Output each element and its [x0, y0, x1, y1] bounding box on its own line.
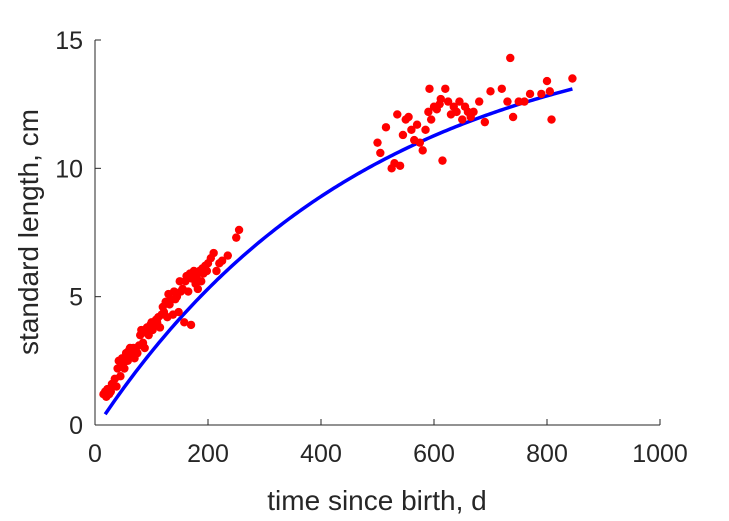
data-point	[475, 97, 484, 106]
x-tick-label: 600	[413, 440, 455, 468]
x-axis-label: time since birth, d	[267, 485, 486, 516]
x-tick-label: 400	[300, 440, 342, 468]
data-point	[441, 84, 450, 93]
data-point	[455, 97, 464, 106]
data-point	[395, 161, 405, 170]
data-point	[545, 87, 555, 96]
axes	[94, 40, 660, 426]
data-point	[217, 256, 227, 265]
data-point	[116, 372, 125, 381]
data-point	[537, 89, 546, 99]
x-tick-label: 200	[187, 440, 229, 468]
data-point	[412, 120, 422, 129]
data-point	[133, 348, 142, 358]
data-point	[506, 53, 515, 63]
data-point	[497, 84, 506, 93]
y-tick-label: 15	[55, 27, 83, 55]
data-point	[407, 125, 416, 135]
ticks: 0 200 400 600 800 1000 0 5 10 15	[55, 27, 688, 468]
data-point	[415, 138, 425, 147]
data-point	[373, 138, 382, 147]
data-point	[486, 87, 495, 96]
data-point	[209, 248, 218, 258]
data-point	[568, 74, 577, 83]
data-point	[193, 284, 203, 294]
data-point	[106, 387, 116, 396]
data-point	[525, 89, 535, 99]
data-point	[223, 251, 232, 260]
data-point	[425, 84, 434, 93]
data-point	[520, 97, 529, 106]
data-point	[376, 148, 385, 158]
data-point	[421, 125, 430, 135]
data-point	[180, 318, 189, 327]
data-point	[458, 115, 467, 124]
fit-curve	[103, 87, 573, 416]
data-point	[381, 123, 391, 132]
data-point	[542, 76, 552, 86]
y-tick-label: 0	[69, 412, 83, 440]
data-point	[436, 94, 445, 104]
data-point	[508, 112, 518, 122]
x-tick-label: 1000	[632, 440, 688, 468]
data-point	[140, 343, 149, 353]
data-point	[547, 115, 556, 124]
y-axis-label: standard length, cm	[13, 109, 44, 355]
data-point	[112, 382, 121, 391]
data-point	[418, 146, 427, 155]
data-point	[398, 130, 408, 140]
data-point	[426, 115, 436, 124]
x-tick-label: 800	[526, 440, 568, 468]
y-tick-label: 5	[69, 284, 83, 312]
data-point	[404, 112, 413, 122]
data-point	[120, 364, 129, 373]
data-point	[186, 320, 196, 330]
data-point	[202, 266, 212, 276]
data-point	[469, 107, 478, 117]
data-point	[197, 277, 206, 286]
data-point	[480, 117, 490, 127]
data-point	[212, 266, 221, 276]
data-point	[452, 107, 461, 117]
data-point	[424, 107, 433, 117]
data-point	[113, 364, 122, 373]
data-point	[443, 97, 453, 106]
y-tick-label: 10	[55, 155, 83, 183]
x-tick-label: 0	[88, 440, 102, 468]
data-point	[232, 233, 241, 242]
data-point	[503, 97, 512, 106]
data-point	[393, 110, 402, 119]
data-point	[155, 323, 165, 332]
data-point	[438, 156, 447, 165]
data-point	[174, 307, 183, 317]
plot-area	[99, 53, 577, 416]
data-point	[184, 287, 193, 296]
data-point	[234, 225, 244, 235]
